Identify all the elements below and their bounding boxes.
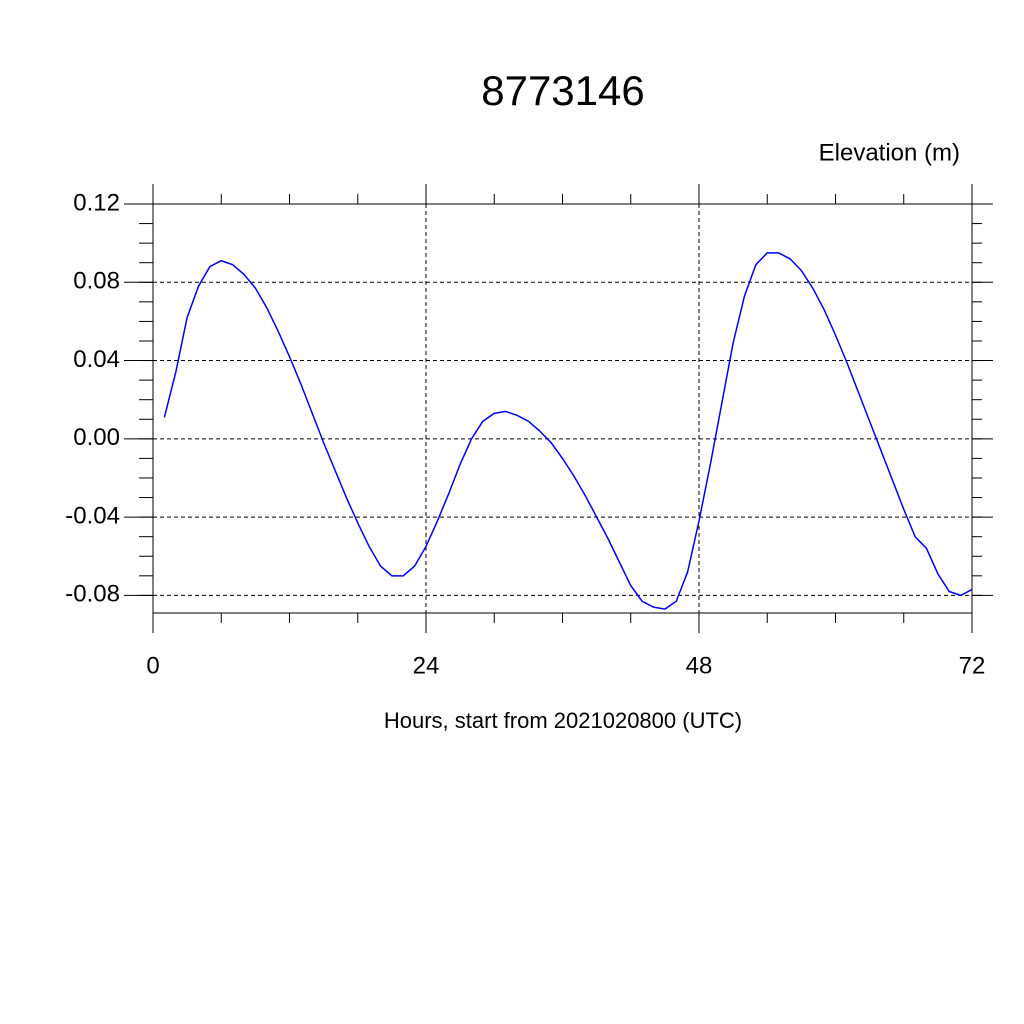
- y-tick-label: 0.00: [73, 424, 120, 451]
- x-tick-label: 24: [413, 652, 440, 679]
- y-tick-label: -0.04: [65, 502, 120, 529]
- x-tick-label: 72: [959, 652, 986, 679]
- chart-title: 8773146: [481, 67, 645, 114]
- x-tick-label: 48: [686, 652, 713, 679]
- x-tick-label: 0: [146, 652, 159, 679]
- y-tick-label: 0.08: [73, 268, 120, 295]
- y-tick-label: -0.08: [65, 581, 120, 608]
- data-line: [163, 252, 973, 610]
- y-tick-label: 0.12: [73, 189, 120, 216]
- x-axis-label: Hours, start from 2021020800 (UTC): [384, 708, 742, 733]
- plot-frame: [152, 203, 973, 614]
- y-tick-label: 0.04: [73, 346, 120, 373]
- chart-subtitle: Elevation (m): [819, 139, 960, 166]
